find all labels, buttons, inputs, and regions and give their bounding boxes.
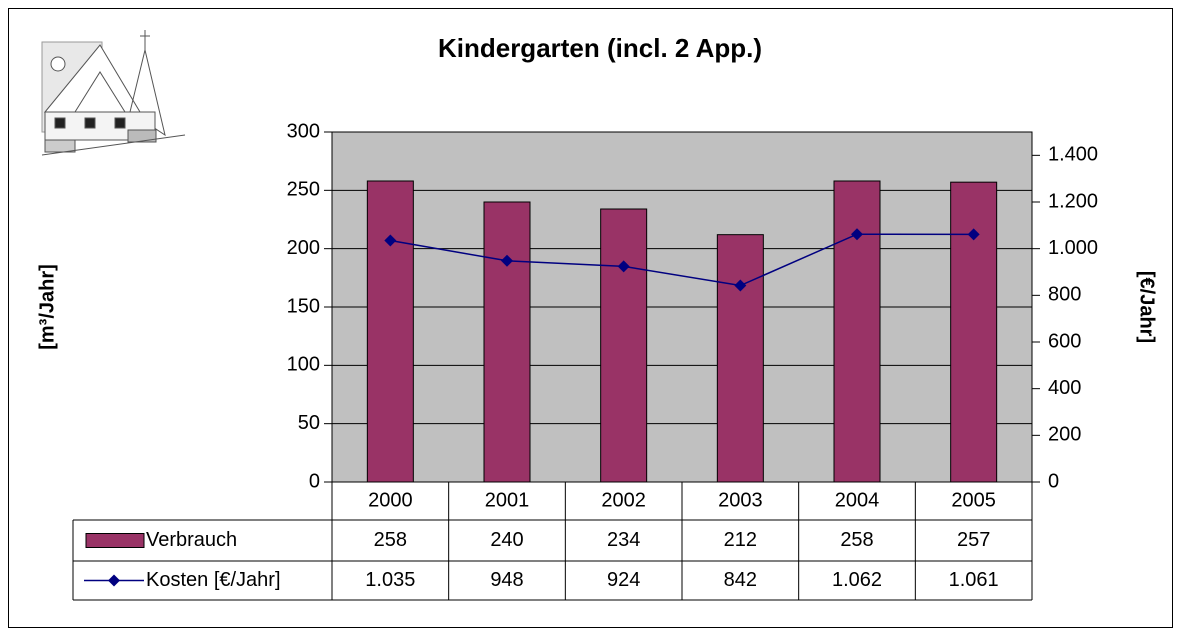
table-value: 258 bbox=[374, 529, 407, 551]
table-value: 240 bbox=[490, 529, 523, 551]
x-tick-label: 2002 bbox=[601, 489, 646, 511]
table-value: 1.062 bbox=[832, 569, 882, 591]
y-tick-label: 150 bbox=[287, 295, 320, 317]
table-value: 257 bbox=[957, 529, 990, 551]
table-value: 842 bbox=[724, 569, 757, 591]
table-value: 1.035 bbox=[365, 569, 415, 591]
table-value: 924 bbox=[607, 569, 640, 591]
table-value: 258 bbox=[840, 529, 873, 551]
y2-tick-label: 1.200 bbox=[1048, 190, 1098, 212]
legend-key bbox=[86, 534, 144, 548]
y2-axis-title: [€/Jahr] bbox=[1136, 271, 1158, 343]
chart: Kindergarten (incl. 2 App.) [m³/Jahr] [€… bbox=[0, 0, 1182, 635]
y2-tick-label: 1.400 bbox=[1048, 144, 1098, 166]
y2-tick-label: 200 bbox=[1048, 424, 1081, 446]
bar bbox=[717, 235, 763, 482]
bar bbox=[601, 209, 647, 482]
legend-label: Kosten [€/Jahr] bbox=[146, 569, 281, 591]
table-value: 212 bbox=[724, 529, 757, 551]
table-value: 234 bbox=[607, 529, 640, 551]
y-tick-label: 0 bbox=[309, 470, 320, 492]
y-tick-label: 200 bbox=[287, 237, 320, 259]
table-value: 948 bbox=[490, 569, 523, 591]
x-tick-label: 2004 bbox=[835, 489, 880, 511]
table-value: 1.061 bbox=[949, 569, 999, 591]
bar bbox=[951, 182, 997, 482]
y2-tick-label: 600 bbox=[1048, 330, 1081, 352]
x-tick-label: 2001 bbox=[485, 489, 530, 511]
y-tick-label: 50 bbox=[298, 412, 320, 434]
y-axis-title: [m³/Jahr] bbox=[36, 264, 58, 350]
y2-tick-label: 400 bbox=[1048, 377, 1081, 399]
bar bbox=[484, 202, 530, 482]
y2-tick-label: 0 bbox=[1048, 470, 1059, 492]
legend-label: Verbrauch bbox=[146, 529, 237, 551]
y-tick-label: 100 bbox=[287, 354, 320, 376]
y2-tick-label: 1.000 bbox=[1048, 237, 1098, 259]
bar bbox=[367, 181, 413, 482]
chart-title: Kindergarten (incl. 2 App.) bbox=[438, 33, 762, 63]
y-tick-label: 300 bbox=[287, 120, 320, 142]
y-tick-label: 250 bbox=[287, 179, 320, 201]
x-tick-label: 2003 bbox=[718, 489, 763, 511]
y2-tick-label: 800 bbox=[1048, 284, 1081, 306]
x-tick-label: 2000 bbox=[368, 489, 413, 511]
x-tick-label: 2005 bbox=[951, 489, 996, 511]
bar bbox=[834, 181, 880, 482]
